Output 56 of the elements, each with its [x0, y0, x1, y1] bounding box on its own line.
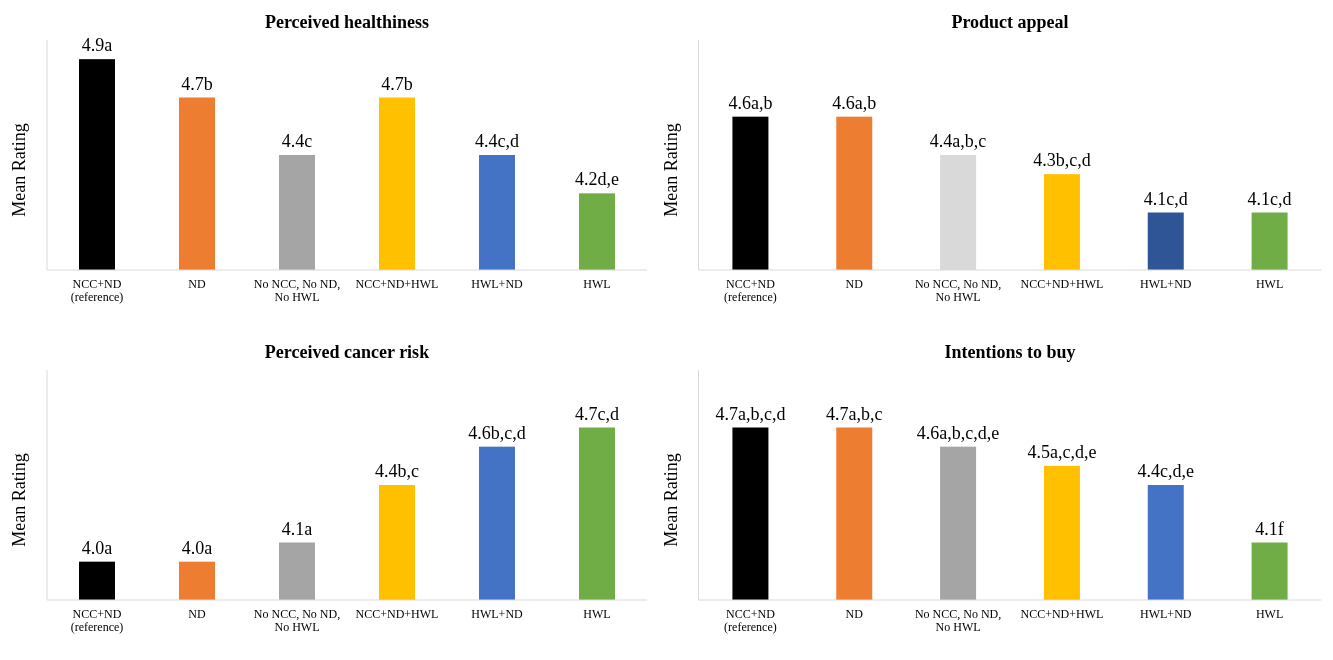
x-tick-label: ND: [188, 607, 206, 621]
data-label: 4.0a: [81, 537, 113, 558]
data-label: 4.7a,b,c,d: [715, 403, 786, 424]
y-axis-title: Mean Rating: [9, 123, 29, 217]
data-label: 4.1c,d: [1247, 188, 1292, 209]
x-tick-label: HWL+ND: [1140, 607, 1192, 621]
x-tick-label: NCC+ND+HWL: [1020, 607, 1104, 621]
x-tick-label: HWL+ND: [471, 607, 524, 621]
data-label: 4.4c,d: [475, 131, 519, 151]
x-tick-label: NCC+ND+HWL: [1020, 277, 1104, 291]
data-label: 4.6a,b: [832, 92, 877, 113]
x-tick-label: HWL: [583, 607, 611, 621]
data-label: 4.0a: [181, 537, 213, 558]
x-tick-label: HWL: [583, 277, 611, 291]
y-axis-title: Mean Rating: [9, 453, 29, 547]
x-tick-label: NCC+ND+HWL: [355, 607, 439, 621]
x-tick-label: NCC+ND+HWL: [355, 277, 439, 291]
data-label: 4.9a: [81, 35, 113, 56]
x-tick-label: NCC+ND (reference): [724, 607, 777, 634]
data-label: 4.4b,c: [375, 461, 419, 481]
y-axis-title: Mean Rating: [660, 453, 681, 547]
data-label: 4.1a: [281, 518, 313, 539]
data-label: 4.6b,c,d: [468, 422, 526, 443]
y-axis-title: Mean Rating: [660, 123, 681, 217]
x-tick-label: HWL+ND: [471, 277, 524, 291]
data-label: 4.4a,b,c: [929, 131, 987, 151]
data-label: 4.7b: [381, 73, 413, 94]
data-label: 4.1f: [1255, 518, 1284, 539]
x-tick-label: ND: [188, 277, 206, 291]
data-label: 4.4c: [281, 131, 313, 151]
x-tick-label: HWL: [1255, 277, 1284, 291]
chart-title: Product appeal: [951, 12, 1069, 32]
data-label: 4.3b,c,d: [1033, 150, 1091, 171]
chart-title: Intentions to buy: [944, 342, 1076, 362]
chart-title: Perceived healthiness: [264, 12, 430, 32]
data-label: 4.6a,b: [728, 92, 773, 113]
data-label: 4.7c,d: [575, 403, 619, 424]
x-tick-label: NCC+ND (reference): [70, 277, 124, 304]
x-tick-label: ND: [845, 607, 864, 621]
data-label: 4.1c,d: [1143, 188, 1188, 209]
x-tick-label: No NCC, No ND, No HWL: [914, 607, 1002, 634]
chart-title: Perceived cancer risk: [264, 342, 430, 362]
data-label: 4.7a,b,c: [826, 403, 883, 424]
x-tick-label: NCC+ND (reference): [724, 277, 777, 304]
x-tick-label: No NCC, No ND, No HWL: [253, 277, 341, 304]
x-tick-label: No NCC, No ND, No HWL: [253, 607, 341, 634]
data-label: 4.5a,c,d,e: [1027, 441, 1097, 462]
x-tick-label: NCC+ND (reference): [70, 607, 124, 634]
x-tick-label: HWL: [1255, 607, 1284, 621]
data-label: 4.2d,e: [575, 169, 619, 190]
x-tick-label: ND: [845, 277, 864, 291]
data-label: 4.6a,b,c,d,e: [916, 422, 1000, 443]
x-tick-label: No NCC, No ND, No HWL: [914, 277, 1002, 304]
data-label: 4.7b: [181, 73, 213, 94]
data-label: 4.4c,d,e: [1137, 461, 1194, 481]
x-tick-label: HWL+ND: [1140, 277, 1192, 291]
